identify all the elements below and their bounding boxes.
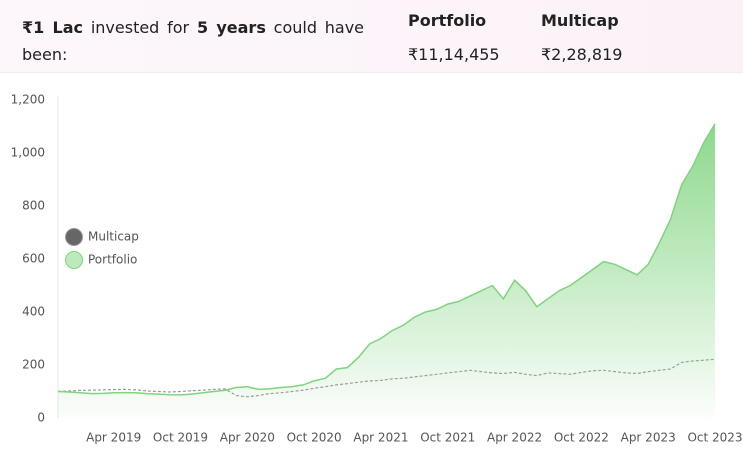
column-name: Multicap — [541, 11, 619, 30]
x-tick-label: Oct 2022 — [554, 431, 609, 445]
intro-text: been: — [22, 45, 68, 64]
header: ₹1 Lac invested for 5 years could have b… — [0, 0, 743, 73]
column-name: Portfolio — [408, 11, 487, 30]
y-tick-label: 1,000 — [11, 146, 45, 160]
area — [58, 123, 715, 419]
y-tick-label: 1,200 — [11, 93, 45, 107]
x-tick-label: Oct 2020 — [287, 431, 342, 445]
intro: ₹1 Lac invested for 5 years could have — [22, 10, 364, 45]
x-tick-label: Apr 2021 — [353, 431, 408, 445]
x-tick-label: Apr 2023 — [621, 431, 676, 445]
intro-text: could have — [273, 18, 365, 37]
legend-swatch — [65, 228, 83, 246]
y-tick-label: 400 — [22, 305, 45, 319]
intro-bold: 5 years — [196, 18, 266, 37]
x-tick-label: Apr 2020 — [220, 431, 275, 445]
y-tick-label: 600 — [22, 252, 45, 266]
y-tick-label: 0 — [37, 411, 45, 425]
x-tick-label: Oct 2019 — [153, 431, 208, 445]
y-tick-label: 200 — [22, 358, 45, 372]
y-tick-label: 800 — [22, 199, 45, 213]
legend-label: Portfolio — [88, 253, 137, 267]
legend-swatch — [65, 251, 83, 269]
legend-label: Multicap — [88, 230, 139, 244]
intro-text: invested for — [90, 18, 190, 37]
x-tick-label: Apr 2019 — [86, 431, 141, 445]
x-tick-label: Oct 2023 — [687, 431, 742, 445]
column-value: ₹11,14,455 — [408, 45, 500, 64]
intro-bold: ₹1 Lac — [22, 18, 84, 37]
column-value: ₹2,28,819 — [541, 45, 623, 64]
line — [57, 123, 716, 396]
x-tick-label: Oct 2021 — [420, 431, 475, 445]
column: Portfolio ₹11,14,455 — [408, 10, 500, 64]
x-tick-label: Apr 2022 — [487, 431, 542, 445]
column: Multicap ₹2,28,819 — [541, 10, 622, 64]
